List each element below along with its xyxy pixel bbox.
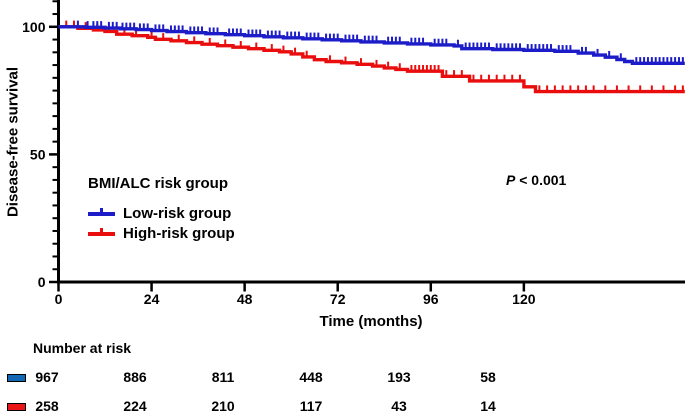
p-symbol: P: [506, 172, 516, 188]
legend-item-low-risk-group: Low-risk group: [88, 203, 235, 223]
risk-count: 258: [35, 398, 59, 414]
p-value: P < 0.001: [506, 172, 566, 188]
legend-item-high-risk-group: High-risk group: [88, 223, 235, 243]
risk-count: 210: [211, 398, 235, 414]
risk-swatch-low-risk-group: [7, 373, 26, 382]
risk-count: 224: [123, 398, 147, 414]
x-tick-label: 24: [144, 291, 160, 307]
risk-count: 117: [299, 398, 323, 414]
censor-ticks-low-risk-group: [76, 20, 684, 63]
survival-plot: 0 24 48 72 96 120 0 50 100: [22, 0, 685, 307]
risk-swatch-high-risk-group: [7, 402, 26, 411]
risk-count: 14: [480, 398, 496, 414]
number-at-risk-header: Number at risk: [33, 340, 132, 356]
risk-count: 448: [299, 369, 323, 385]
x-tick-label: 96: [423, 291, 439, 307]
x-tick-label: 0: [55, 291, 63, 307]
legend: Low-risk group High-risk group: [88, 203, 235, 243]
risk-count: 193: [387, 369, 411, 385]
legend-title: BMI/ALC risk group: [88, 175, 229, 192]
x-tick-label: 48: [237, 291, 253, 307]
risk-count: 43: [391, 398, 407, 414]
y-tick-label: 100: [22, 19, 46, 35]
x-axis-title: Time (months): [319, 313, 423, 330]
y-axis-title: Disease-free survival: [4, 66, 22, 218]
x-tick-label: 72: [330, 291, 346, 307]
risk-count: 886: [123, 369, 147, 385]
survival-curve-low-risk-group: [58, 25, 685, 65]
x-tick-label: 120: [512, 291, 536, 307]
legend-line-icon: [88, 227, 115, 239]
y-tick-label: 0: [38, 274, 46, 290]
legend-label: High-risk group: [123, 224, 235, 242]
y-tick-label: 50: [30, 146, 46, 162]
risk-count: 967: [35, 369, 59, 385]
risk-count: 58: [480, 369, 496, 385]
legend-label: Low-risk group: [123, 204, 232, 222]
legend-line-icon: [88, 207, 115, 219]
risk-count: 811: [211, 369, 235, 385]
p-value-text: < 0.001: [515, 172, 567, 188]
survival-curve-high-risk-group: [58, 25, 685, 94]
